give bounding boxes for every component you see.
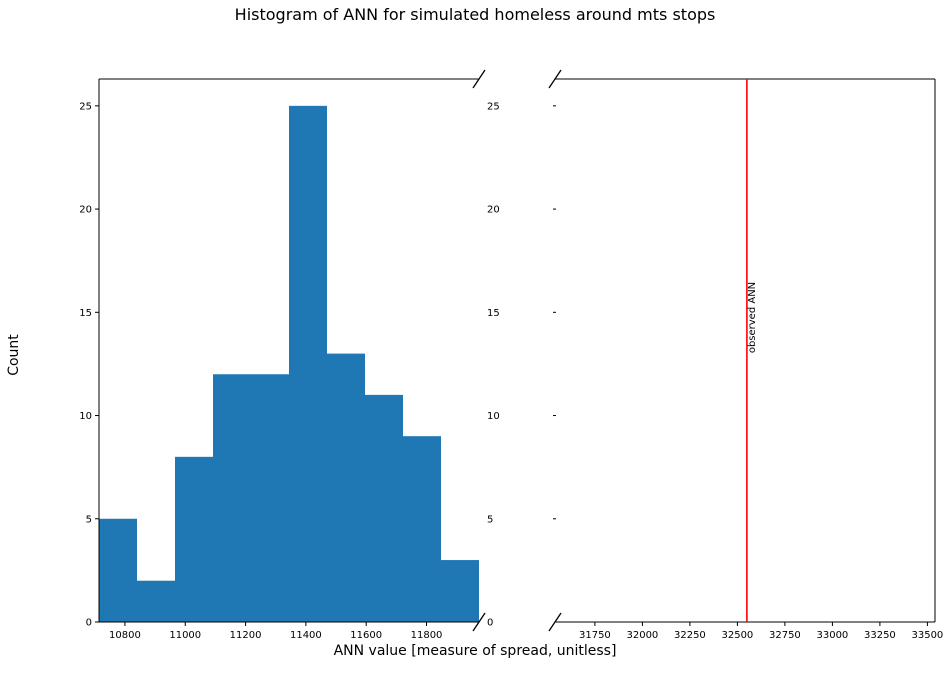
x-tick-label: 32500 (721, 630, 753, 641)
x-tick-label: 32000 (626, 630, 658, 641)
x-tick-label: 11800 (411, 630, 443, 641)
histogram-bar (137, 580, 175, 622)
y-tick-label: 20 (79, 205, 92, 216)
x-tick-label: 32750 (769, 630, 801, 641)
histogram-bar (365, 394, 403, 622)
histogram-bar (289, 105, 327, 622)
x-tick-label: 33500 (911, 630, 943, 641)
y-tick-label: 10 (79, 411, 92, 422)
x-tick-label: 10800 (109, 630, 141, 641)
x-tick-label: 33000 (816, 630, 848, 641)
left-panel: 10800 11000 11200 11400 11600 11800 0 5 10 15 20 25… (79, 69, 500, 641)
x-tick-label: 32250 (674, 630, 706, 641)
y-tick-label-right: 5 (487, 514, 493, 525)
y-tick-label-right: 10 (487, 411, 500, 422)
y-tick-label-right: 0 (487, 618, 493, 629)
y-tick-label-right: 25 (487, 101, 500, 112)
histogram-bar (213, 374, 251, 622)
y-tick-label-right: 15 (487, 308, 500, 319)
x-tick-label: 11000 (169, 630, 201, 641)
y-tick-label: 5 (86, 514, 92, 525)
y-tick-label-right: 20 (487, 205, 500, 216)
y-tick-label: 0 (86, 618, 92, 629)
y-tick-label: 15 (79, 308, 92, 319)
axis-break-mark (548, 69, 562, 89)
histogram-bar (403, 436, 441, 622)
x-tick-label: 11600 (350, 630, 382, 641)
y-axis-label: Count (6, 334, 22, 376)
histogram-bar (441, 560, 479, 622)
axis-break-mark (548, 612, 562, 632)
x-tick-label: 31750 (579, 630, 611, 641)
figure-title: Histogram of ANN for simulated homeless … (234, 5, 716, 24)
x-tick-label: 33250 (864, 630, 896, 641)
axis-break-mark (472, 612, 486, 632)
histogram-bar (327, 353, 365, 622)
histogram-bar (99, 518, 137, 622)
x-tick-label: 11200 (230, 630, 262, 641)
histogram-bar (251, 374, 289, 622)
histogram-bar (175, 456, 213, 622)
y-tick-label: 25 (79, 101, 92, 112)
x-tick-label: 11400 (290, 630, 322, 641)
x-axis-label: ANN value [measure of spread, unitless] (333, 643, 617, 659)
observed-ann-label: observed ANN (747, 282, 758, 353)
right-panel: 31750 32000 32250 32500 32750 33000 33250 33500… (548, 69, 943, 641)
axis-break-mark (472, 69, 486, 89)
